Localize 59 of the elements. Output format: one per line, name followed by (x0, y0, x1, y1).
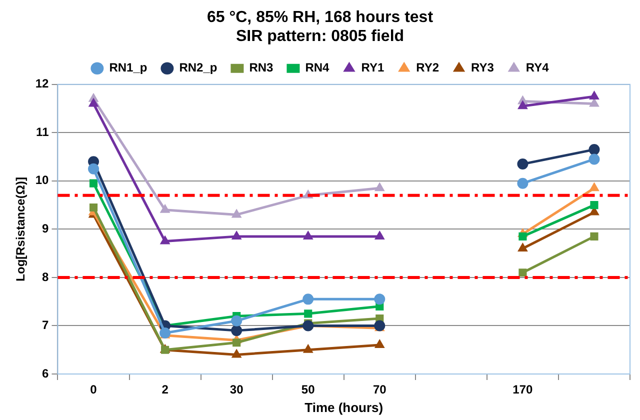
point (588, 144, 600, 156)
point (374, 294, 386, 305)
point (88, 163, 100, 174)
point (231, 325, 242, 336)
legend-label: RY3 (471, 60, 494, 75)
point (517, 158, 528, 170)
chart-title: 65 °C, 85% RH, 168 hours test (206, 9, 434, 26)
point (232, 209, 242, 218)
point (518, 100, 528, 110)
point (302, 320, 314, 332)
chart-subtitle: SIR pattern: 0805 field (236, 28, 404, 46)
point (590, 201, 598, 210)
point (518, 243, 528, 252)
x-tick-label: 70 (372, 382, 387, 397)
point (589, 90, 600, 100)
x-tick-label: 170 (512, 382, 534, 397)
point (303, 344, 313, 353)
x-tick-label: 0 (90, 382, 98, 397)
legend-label: RN4 (305, 60, 330, 75)
x-tick-label: 50 (301, 382, 316, 397)
legend-label: RY1 (361, 60, 384, 75)
point (231, 315, 242, 326)
y-tick-label: 9 (42, 222, 50, 236)
legend-label: RY2 (416, 60, 440, 75)
point (374, 182, 384, 192)
point (374, 340, 384, 348)
legend-label: RN1_p (109, 60, 148, 75)
point (518, 232, 527, 240)
y-tick-label: 11 (36, 124, 50, 139)
point (232, 230, 242, 240)
point (588, 154, 600, 165)
point (88, 98, 98, 107)
legend-label: RN3 (249, 60, 274, 75)
point (232, 349, 242, 358)
x-axis-title: Time (hours) (304, 400, 384, 415)
x-tick-label: 2 (162, 382, 169, 397)
point (304, 310, 312, 318)
point (590, 232, 598, 240)
point (232, 338, 241, 347)
point (160, 236, 170, 244)
point (589, 98, 600, 107)
x-tick-label: 30 (230, 382, 244, 397)
y-axis-title: Log[Rsistance(Ω)] (14, 177, 28, 282)
point (374, 230, 384, 240)
point (302, 294, 314, 305)
legend-label: RY4 (526, 60, 550, 75)
y-tick-label: 8 (42, 270, 50, 284)
y-tick-label: 7 (42, 318, 50, 332)
point (589, 182, 600, 192)
point (89, 203, 98, 212)
point (160, 204, 170, 213)
y-tick-label: 6 (42, 366, 50, 380)
point (89, 179, 98, 188)
point (518, 268, 527, 277)
y-tick-label: 10 (35, 173, 50, 188)
point (303, 230, 313, 240)
legend-label: RN2_p (179, 60, 218, 75)
y-tick-label: 12 (35, 76, 50, 91)
point (517, 178, 528, 189)
